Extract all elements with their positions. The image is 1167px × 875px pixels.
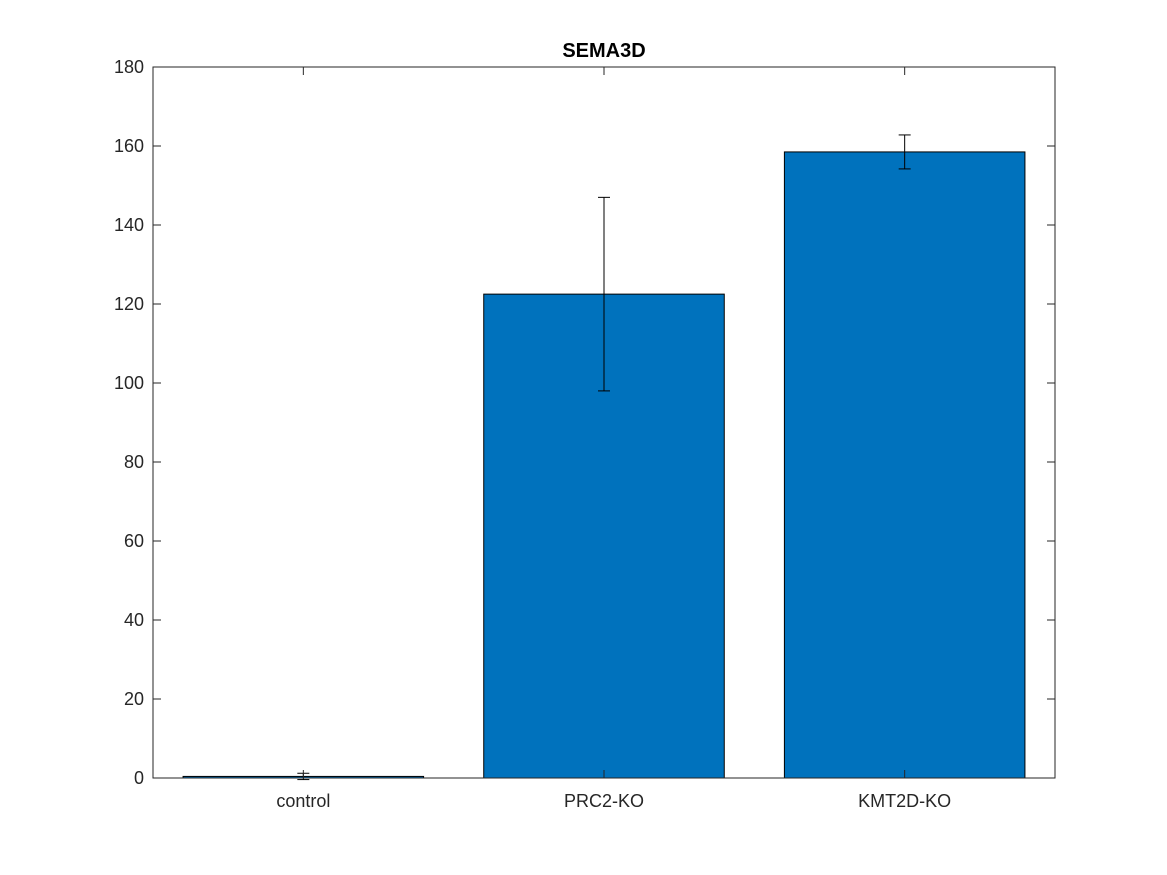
- y-tick-label: 140: [114, 215, 144, 235]
- x-tick-label: KMT2D-KO: [858, 791, 951, 811]
- y-tick-label: 160: [114, 136, 144, 156]
- y-tick-label: 40: [124, 610, 144, 630]
- axes-box: [152, 66, 1056, 779]
- y-tick-label: 20: [124, 689, 144, 709]
- y-tick-label: 120: [114, 294, 144, 314]
- y-tick-label: 100: [114, 373, 144, 393]
- chart-title: SEMA3D: [562, 40, 645, 62]
- bar-kmt2d-ko: [783, 151, 1026, 779]
- y-tick-label: 60: [124, 531, 144, 551]
- x-tick-label: PRC2-KO: [564, 791, 644, 811]
- y-tick-label: 180: [114, 57, 144, 77]
- x-tick-label: control: [276, 791, 330, 811]
- y-tick-label: 0: [134, 768, 144, 788]
- y-tick-label: 80: [124, 452, 144, 472]
